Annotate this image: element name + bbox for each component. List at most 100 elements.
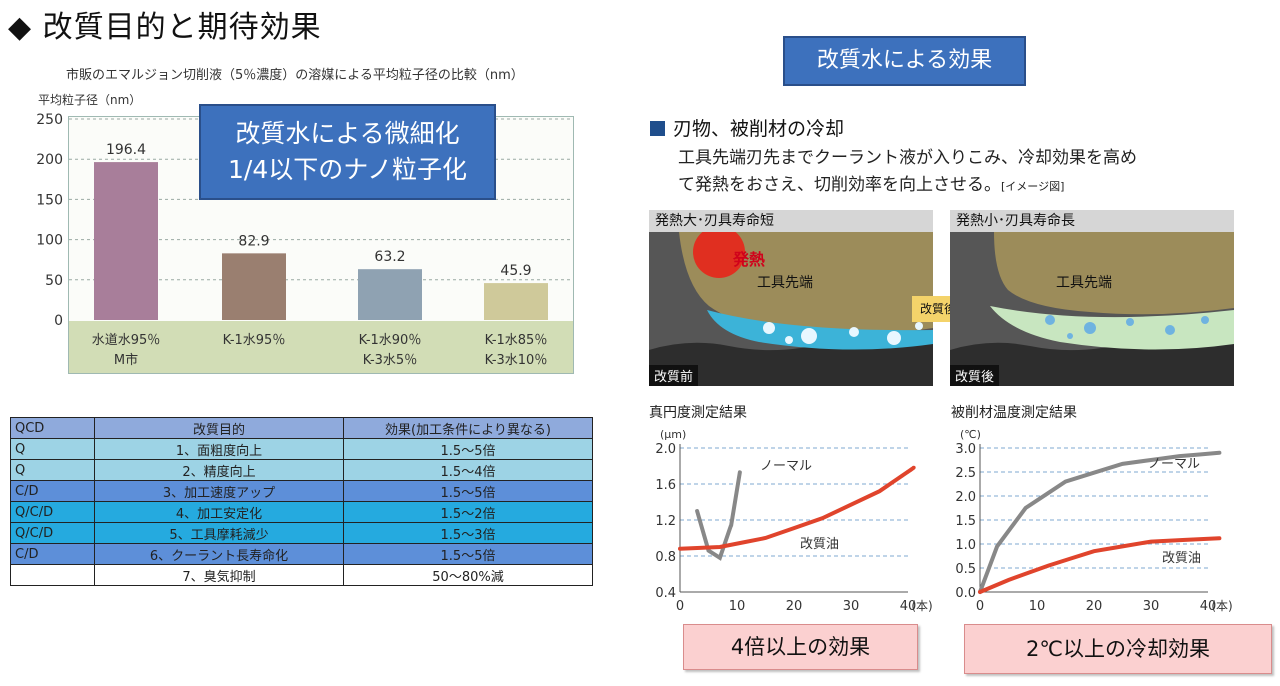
table-cell: 1.5～5倍: [343, 438, 593, 460]
y-tick-label: 1.6: [655, 478, 676, 493]
page-title: ◆ 改質目的と期待効果: [8, 10, 322, 45]
roundness-graph-title: 真円度測定結果: [649, 405, 747, 421]
table-cell: 7、臭気抑制: [94, 564, 344, 586]
y-unit-label: (℃): [960, 428, 981, 441]
table-header: 効果(加工条件により異なる): [343, 417, 593, 439]
series-line: [978, 536, 1222, 594]
table-cell: 50～80%減: [343, 564, 593, 586]
bar: [222, 253, 286, 320]
chart-caption: 市販のエマルジョン切削液（5％濃度）の溶媒による平均粒子径の比較（nm）: [66, 68, 524, 83]
y-tick-label: 0: [54, 313, 63, 329]
tool-tip-label: 工具先端: [757, 275, 813, 291]
table-cell: 1.5～5倍: [343, 480, 593, 502]
nano-callout: 改質水による微細化 1/4以下のナノ粒子化: [199, 104, 496, 200]
table-cell: 1.5～2倍: [343, 501, 593, 523]
x-tick-label: 10: [729, 599, 746, 614]
y-tick-label: 0.5: [955, 562, 976, 577]
x-tick-label: 水道水95％: [92, 333, 161, 348]
section-description: 工具先端刃先までクーラント液が入りこみ、冷却効果を高め て発熱をおさえ、切削効率…: [678, 145, 1137, 200]
description-line: て発熱をおさえ、切削効率を向上させる。[イメージ図]: [678, 175, 1065, 195]
bar-value-label: 63.2: [374, 249, 405, 265]
table-cell: 5、工具摩耗減少: [94, 522, 344, 544]
table-cell: 2、精度向上: [94, 459, 344, 481]
table-row: C/D 3、加工速度アップ 1.5～5倍: [10, 480, 593, 502]
y-tick-label: 3.0: [955, 442, 976, 457]
table-cell: Q/C/D: [10, 501, 95, 523]
image-note: [イメージ図]: [1001, 180, 1065, 193]
nano-callout-line2: 1/4以下のナノ粒子化: [228, 155, 467, 184]
bar-value-label: 196.4: [106, 142, 146, 158]
x-tick-label: K-1水85％: [485, 333, 548, 348]
x-tick-label: K-3水5％: [363, 353, 417, 368]
x-unit-label: (本): [911, 599, 932, 613]
y-tick-label: 2.5: [955, 466, 976, 481]
table-header: 改質目的: [94, 417, 344, 439]
table-cell: 1.5～4倍: [343, 459, 593, 481]
x-tick-label: 40: [1200, 599, 1217, 614]
y-tick-label: 250: [36, 112, 63, 128]
y-tick-label: 100: [36, 233, 63, 249]
square-bullet-icon: [650, 121, 665, 136]
table-cell: 1.5～3倍: [343, 522, 593, 544]
table-cell: C/D: [10, 543, 95, 565]
series-line: [695, 470, 742, 561]
bar: [358, 269, 422, 320]
table-cell: [10, 564, 95, 586]
y-tick-label: 2.0: [955, 490, 976, 505]
temperature-graph-title: 被削材温度測定結果: [951, 405, 1077, 421]
y-tick-label: 200: [36, 152, 63, 168]
section-heading: 刃物、被削材の冷却: [650, 114, 844, 141]
cutting-illustration-after: [950, 232, 1234, 386]
table-cell: 6、クーラント長寿命化: [94, 543, 344, 565]
series-label: 改質油: [1162, 551, 1201, 566]
table-row: Q 2、精度向上 1.5～4倍: [10, 459, 593, 481]
series-line: [678, 465, 916, 551]
bar-value-label: 45.9: [500, 263, 531, 279]
x-tick-label: 0: [976, 599, 984, 614]
y-axis-unit-label: 平均粒子径（nm）: [38, 93, 142, 107]
table-cell: Q: [10, 438, 95, 460]
x-tick-label: 0: [676, 599, 684, 614]
bar-value-label: 82.9: [238, 233, 269, 249]
table-header: QCD: [10, 417, 95, 439]
temperature-line-chart: (℃)3.0 2.5 2.0 1.5 1.0 0.5 0.00 10 20 30 40(本) ノーマル…: [955, 428, 1232, 614]
table-header-row: QCD 改質目的 効果(加工条件により異なる): [10, 417, 593, 439]
y-tick-label: 50: [45, 273, 63, 289]
bar: [94, 162, 158, 320]
illustration-after: 発熱小･刃具寿命長 工具先端 改質後: [950, 210, 1234, 386]
series-label: ノーマル: [1148, 457, 1200, 472]
table-row: Q 1、面粗度向上 1.5～5倍: [10, 438, 593, 460]
y-tick-label: 1.5: [955, 514, 976, 529]
tag-before: 改質前: [649, 365, 699, 386]
y-tick-label: 1.0: [955, 538, 976, 553]
series-label: 改質油: [800, 537, 839, 552]
result-box-roundness: 4倍以上の効果: [683, 624, 918, 670]
section-heading-text: 刃物、被削材の冷却: [673, 118, 845, 140]
x-tick-label: 40: [900, 599, 917, 614]
x-tick-label: 20: [1086, 599, 1103, 614]
table-cell: 3、加工速度アップ: [94, 480, 344, 502]
qcd-table: QCD 改質目的 効果(加工条件により異なる) Q 1、面粗度向上 1.5～5倍…: [10, 417, 593, 586]
series-line: [978, 450, 1222, 594]
illustration-before: 発熱大･刃具寿命短 発熱 工具先端 改質前: [649, 210, 933, 386]
y-tick-label: 0.0: [955, 586, 976, 601]
table-row: C/D 6、クーラント長寿命化 1.5～5倍: [10, 543, 593, 565]
x-tick-label: 20: [786, 599, 803, 614]
table-row: Q/C/D 4、加工安定化 1.5～2倍: [10, 501, 593, 523]
table-cell: Q/C/D: [10, 522, 95, 544]
series-label: ノーマル: [760, 459, 812, 474]
result-box-cooling: 2℃以上の冷却効果: [964, 624, 1272, 674]
x-unit-label: (本): [1211, 599, 1232, 613]
table-cell: Q: [10, 459, 95, 481]
tag-after: 改質後: [950, 365, 1000, 386]
effect-callout: 改質水による効果: [783, 36, 1026, 86]
x-tick-label: 30: [843, 599, 860, 614]
y-tick-label: 150: [36, 192, 63, 208]
heat-label: 発熱: [733, 250, 766, 269]
panel-before-title: 発熱大･刃具寿命短: [649, 210, 933, 232]
table-cell: 1.5～5倍: [343, 543, 593, 565]
bar: [484, 283, 548, 320]
x-tick-label: K-1水95％: [223, 333, 286, 348]
tool-tip-label: 工具先端: [1056, 275, 1112, 291]
